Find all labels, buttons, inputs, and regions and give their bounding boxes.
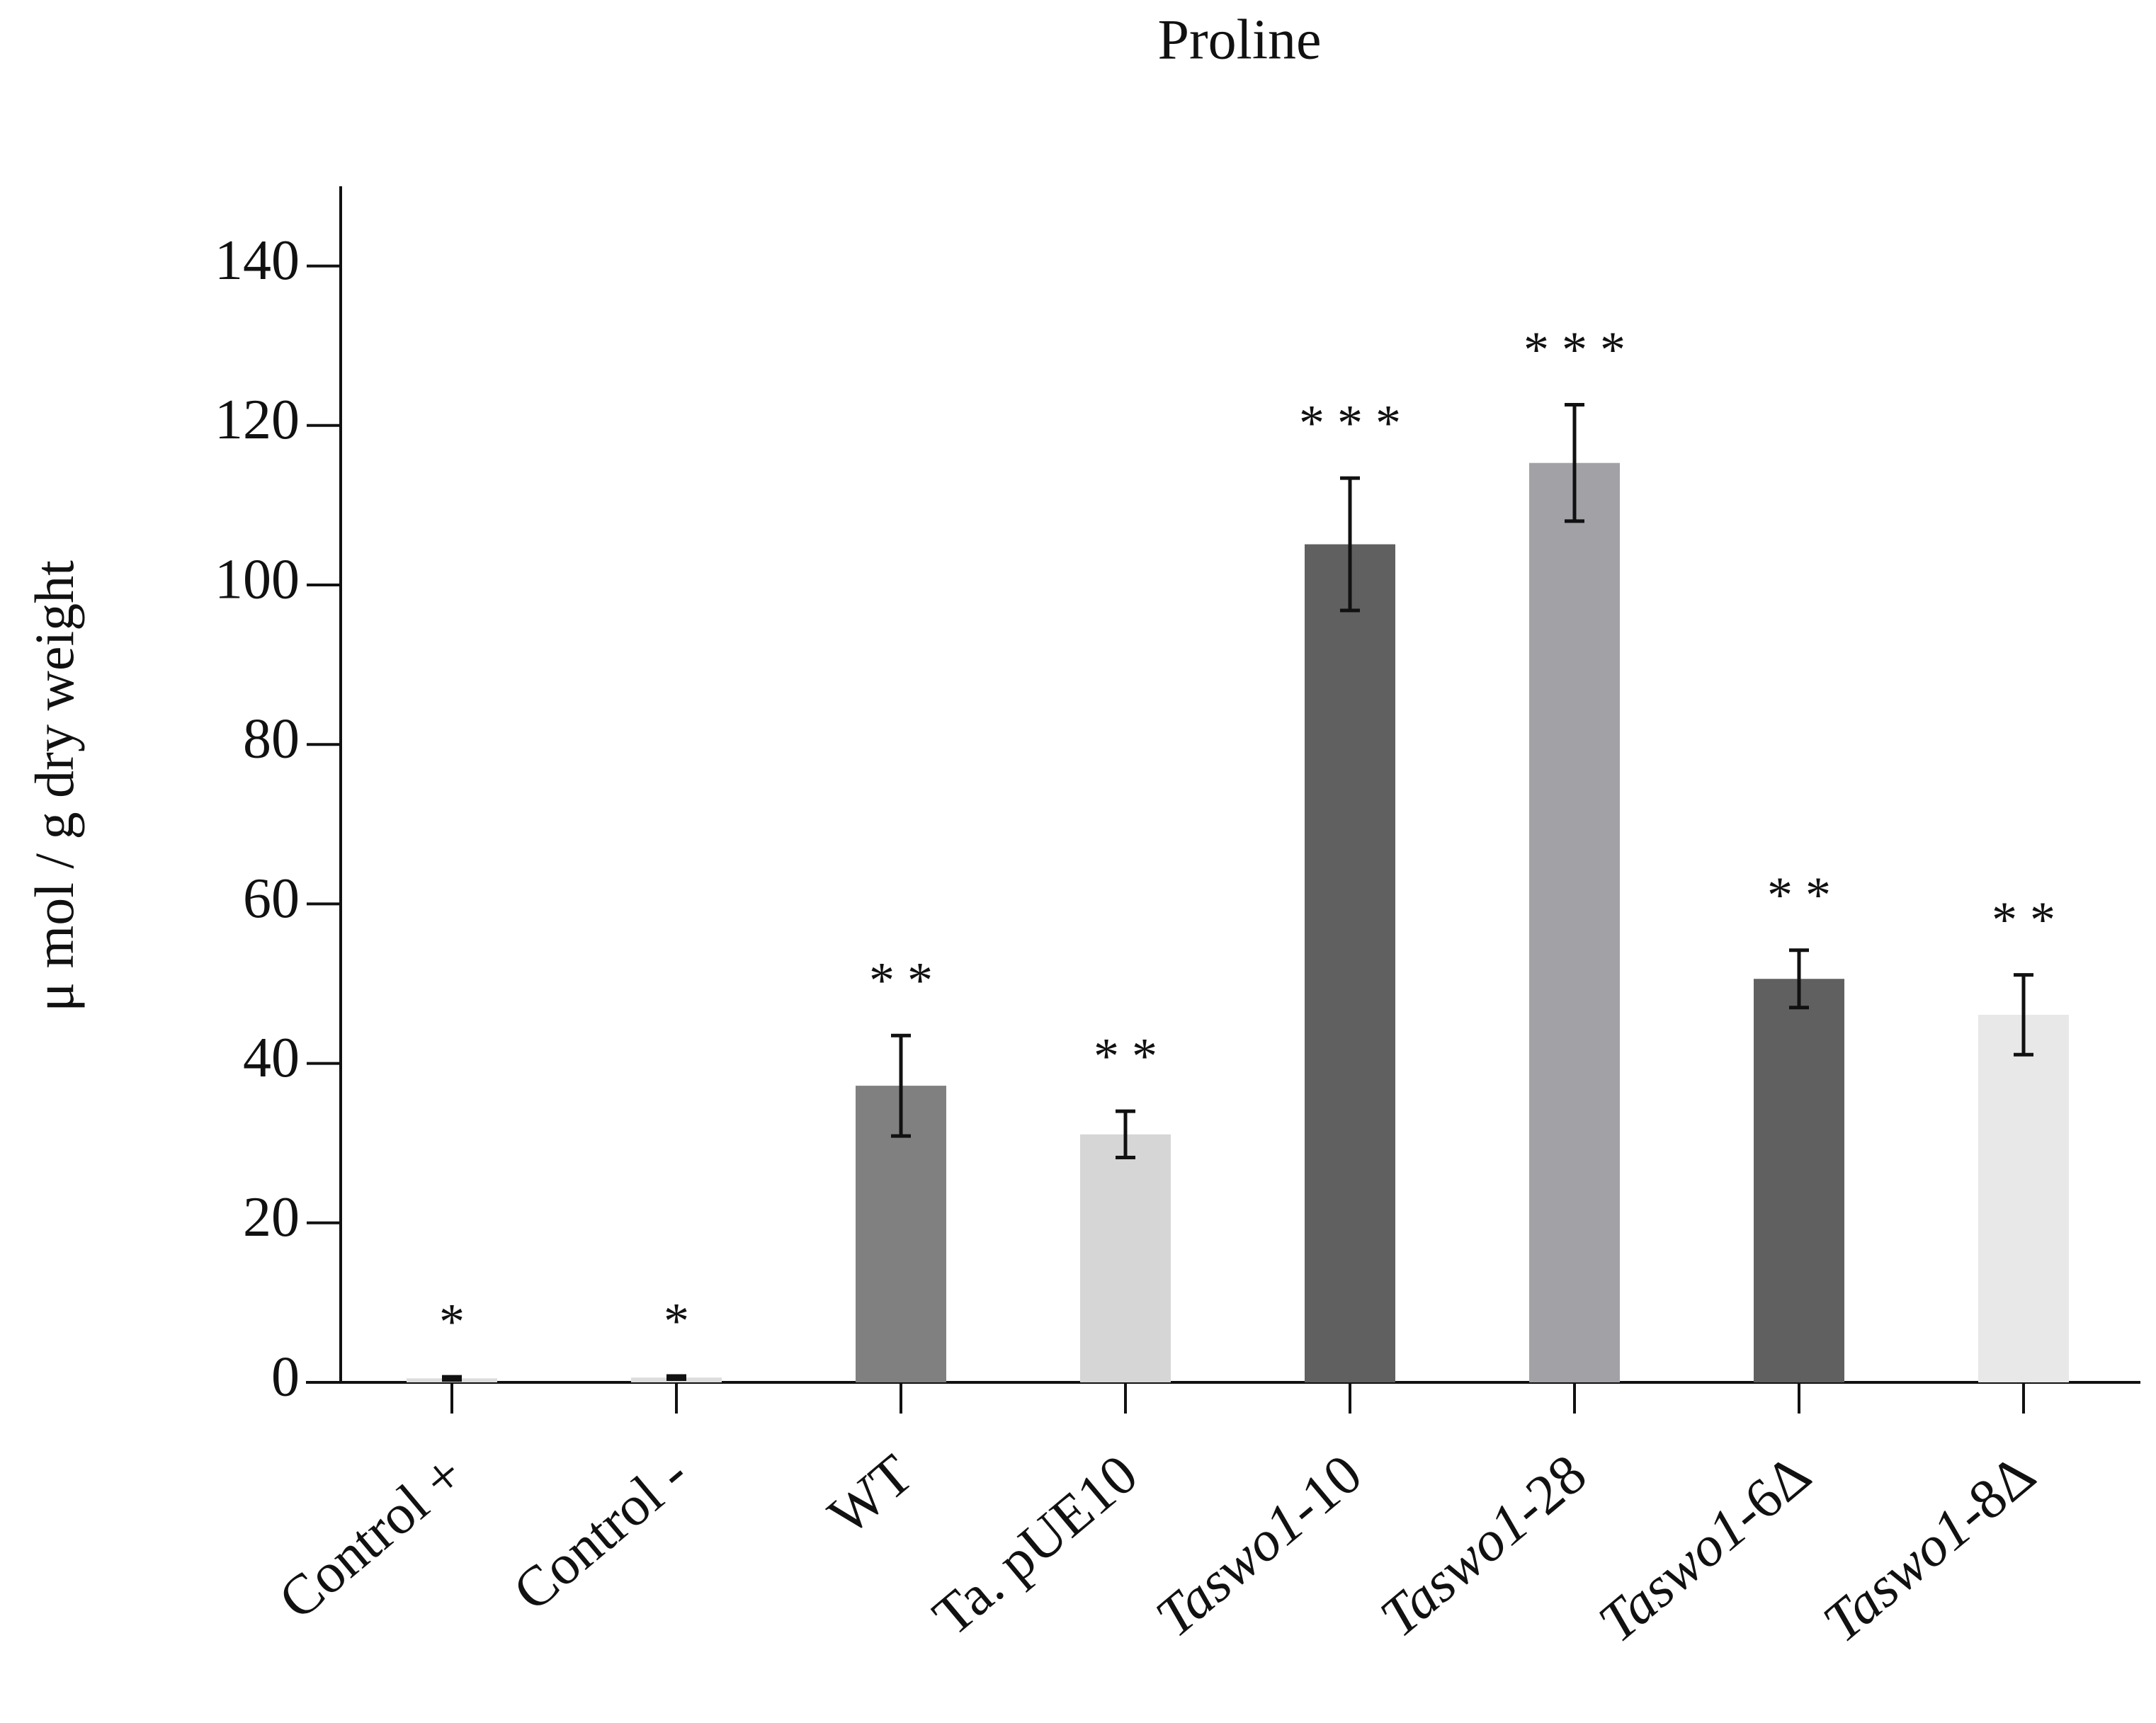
- error-bar: [1789, 948, 1809, 1010]
- significance-label: * *: [1992, 892, 2055, 948]
- significance-label: * * *: [1524, 322, 1625, 378]
- bar: [1305, 544, 1395, 1382]
- error-bar: [666, 1374, 686, 1381]
- significance-label: * *: [1094, 1028, 1157, 1085]
- bar: [1978, 1014, 2069, 1382]
- error-bar: [891, 1033, 911, 1138]
- x-tick-label: Control -: [502, 1443, 700, 1623]
- y-tick-label: 80: [243, 708, 300, 770]
- error-bar: [1340, 476, 1360, 613]
- y-axis-label: μ mol / g dry weight: [23, 560, 85, 1012]
- bar: [1529, 462, 1620, 1383]
- x-tick-label: Taswo1-6Δ: [1587, 1443, 1822, 1654]
- significance-label: * * *: [1299, 395, 1401, 452]
- x-tick-label: Control +: [268, 1443, 476, 1631]
- significance-label: * *: [869, 953, 933, 1009]
- y-tick-label: 140: [215, 229, 300, 292]
- x-tick-label: WT: [817, 1443, 925, 1547]
- error-bar: [2014, 973, 2033, 1057]
- x-tick-label: Ta. pUE10: [921, 1443, 1149, 1647]
- bar: [1080, 1134, 1171, 1382]
- x-tick-label: Taswo1-8Δ: [1812, 1443, 2047, 1654]
- error-bar: [442, 1375, 462, 1382]
- error-bar: [1565, 403, 1584, 523]
- bar: [1754, 979, 1844, 1382]
- y-tick-label: 60: [243, 868, 300, 930]
- y-tick-label: 100: [215, 548, 300, 610]
- x-tick-label: Taswo1-10: [1145, 1443, 1373, 1649]
- x-tick-label: Taswo1-28: [1369, 1443, 1598, 1649]
- error-bar: [1116, 1109, 1135, 1159]
- y-tick-label: 40: [243, 1027, 300, 1089]
- significance-label: * *: [1767, 867, 1831, 923]
- significance-label: *: [439, 1294, 465, 1350]
- chart-title: Proline: [1157, 8, 1321, 71]
- y-tick-label: 120: [215, 389, 300, 451]
- significance-label: *: [664, 1293, 689, 1350]
- y-tick-label: 20: [243, 1186, 300, 1249]
- y-tick-label: 0: [271, 1346, 300, 1408]
